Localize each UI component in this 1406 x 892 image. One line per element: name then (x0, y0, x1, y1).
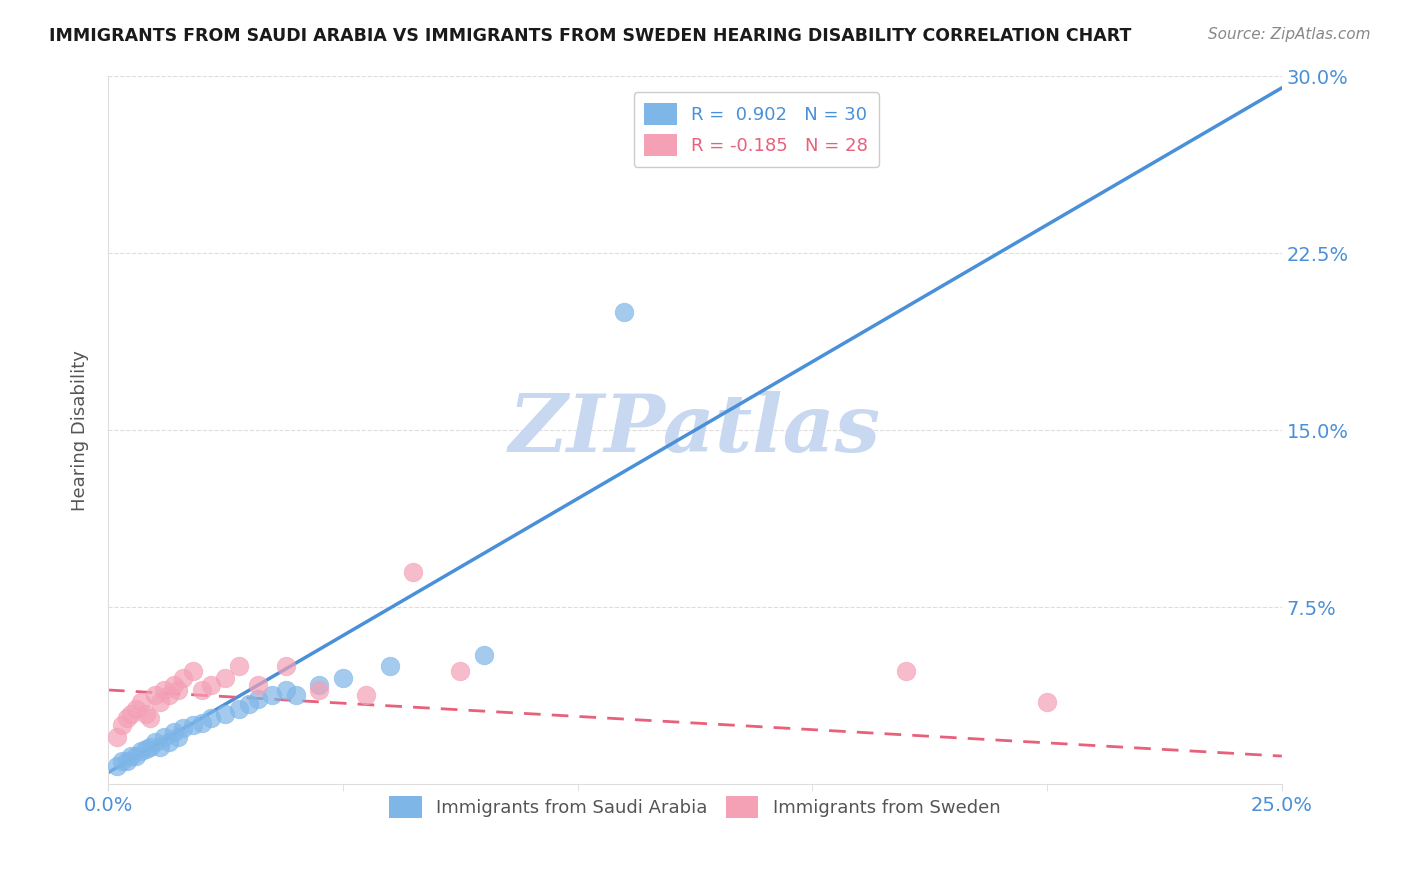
Point (238, 697, 260, 711)
Point (135, 706, 157, 721)
Point (149, 695, 172, 709)
Point (247, 692, 270, 706)
Point (121, 749, 143, 764)
Point (1036, 695, 1059, 709)
Point (167, 730, 190, 744)
Text: ZIPatlas: ZIPatlas (509, 392, 882, 469)
Point (276, 683, 298, 698)
Point (191, 716, 214, 731)
Point (200, 711, 222, 725)
Point (181, 718, 204, 732)
Point (172, 721, 194, 735)
Point (157, 688, 180, 702)
Point (157, 735, 180, 749)
Text: Source: ZipAtlas.com: Source: ZipAtlas.com (1208, 27, 1371, 42)
Point (163, 725, 186, 739)
Point (332, 671, 354, 685)
Point (402, 565, 425, 579)
Point (896, 664, 918, 678)
Point (200, 678, 222, 692)
Point (613, 305, 636, 319)
Point (228, 702, 250, 716)
Point (153, 730, 176, 744)
Point (105, 730, 128, 744)
Point (191, 683, 214, 698)
Point (125, 749, 148, 764)
Text: IMMIGRANTS FROM SAUDI ARABIA VS IMMIGRANTS FROM SWEDEN HEARING DISABILITY CORREL: IMMIGRANTS FROM SAUDI ARABIA VS IMMIGRAN… (49, 27, 1132, 45)
Point (121, 706, 143, 721)
Point (149, 739, 172, 754)
Point (214, 706, 236, 721)
Point (163, 678, 186, 692)
Point (247, 678, 270, 692)
Point (181, 664, 204, 678)
Point (153, 683, 176, 698)
Point (276, 659, 298, 673)
Point (139, 711, 162, 725)
Point (135, 742, 157, 756)
Point (354, 688, 377, 702)
Point (129, 695, 152, 709)
Point (262, 688, 284, 702)
Point (129, 744, 152, 758)
Point (125, 702, 148, 716)
Point (111, 718, 134, 732)
Point (284, 688, 307, 702)
Point (472, 648, 495, 662)
Y-axis label: Hearing Disability: Hearing Disability (72, 350, 89, 510)
Point (139, 739, 162, 754)
Point (308, 678, 330, 692)
Point (105, 758, 128, 772)
Point (214, 671, 236, 685)
Point (143, 735, 166, 749)
Legend: Immigrants from Saudi Arabia, Immigrants from Sweden: Immigrants from Saudi Arabia, Immigrants… (382, 789, 1008, 825)
Point (167, 683, 190, 698)
Point (449, 664, 471, 678)
Point (228, 659, 250, 673)
Point (378, 659, 401, 673)
Point (308, 683, 330, 698)
Point (143, 688, 166, 702)
Point (115, 754, 138, 768)
Point (111, 754, 134, 768)
Point (115, 711, 138, 725)
Point (172, 671, 194, 685)
